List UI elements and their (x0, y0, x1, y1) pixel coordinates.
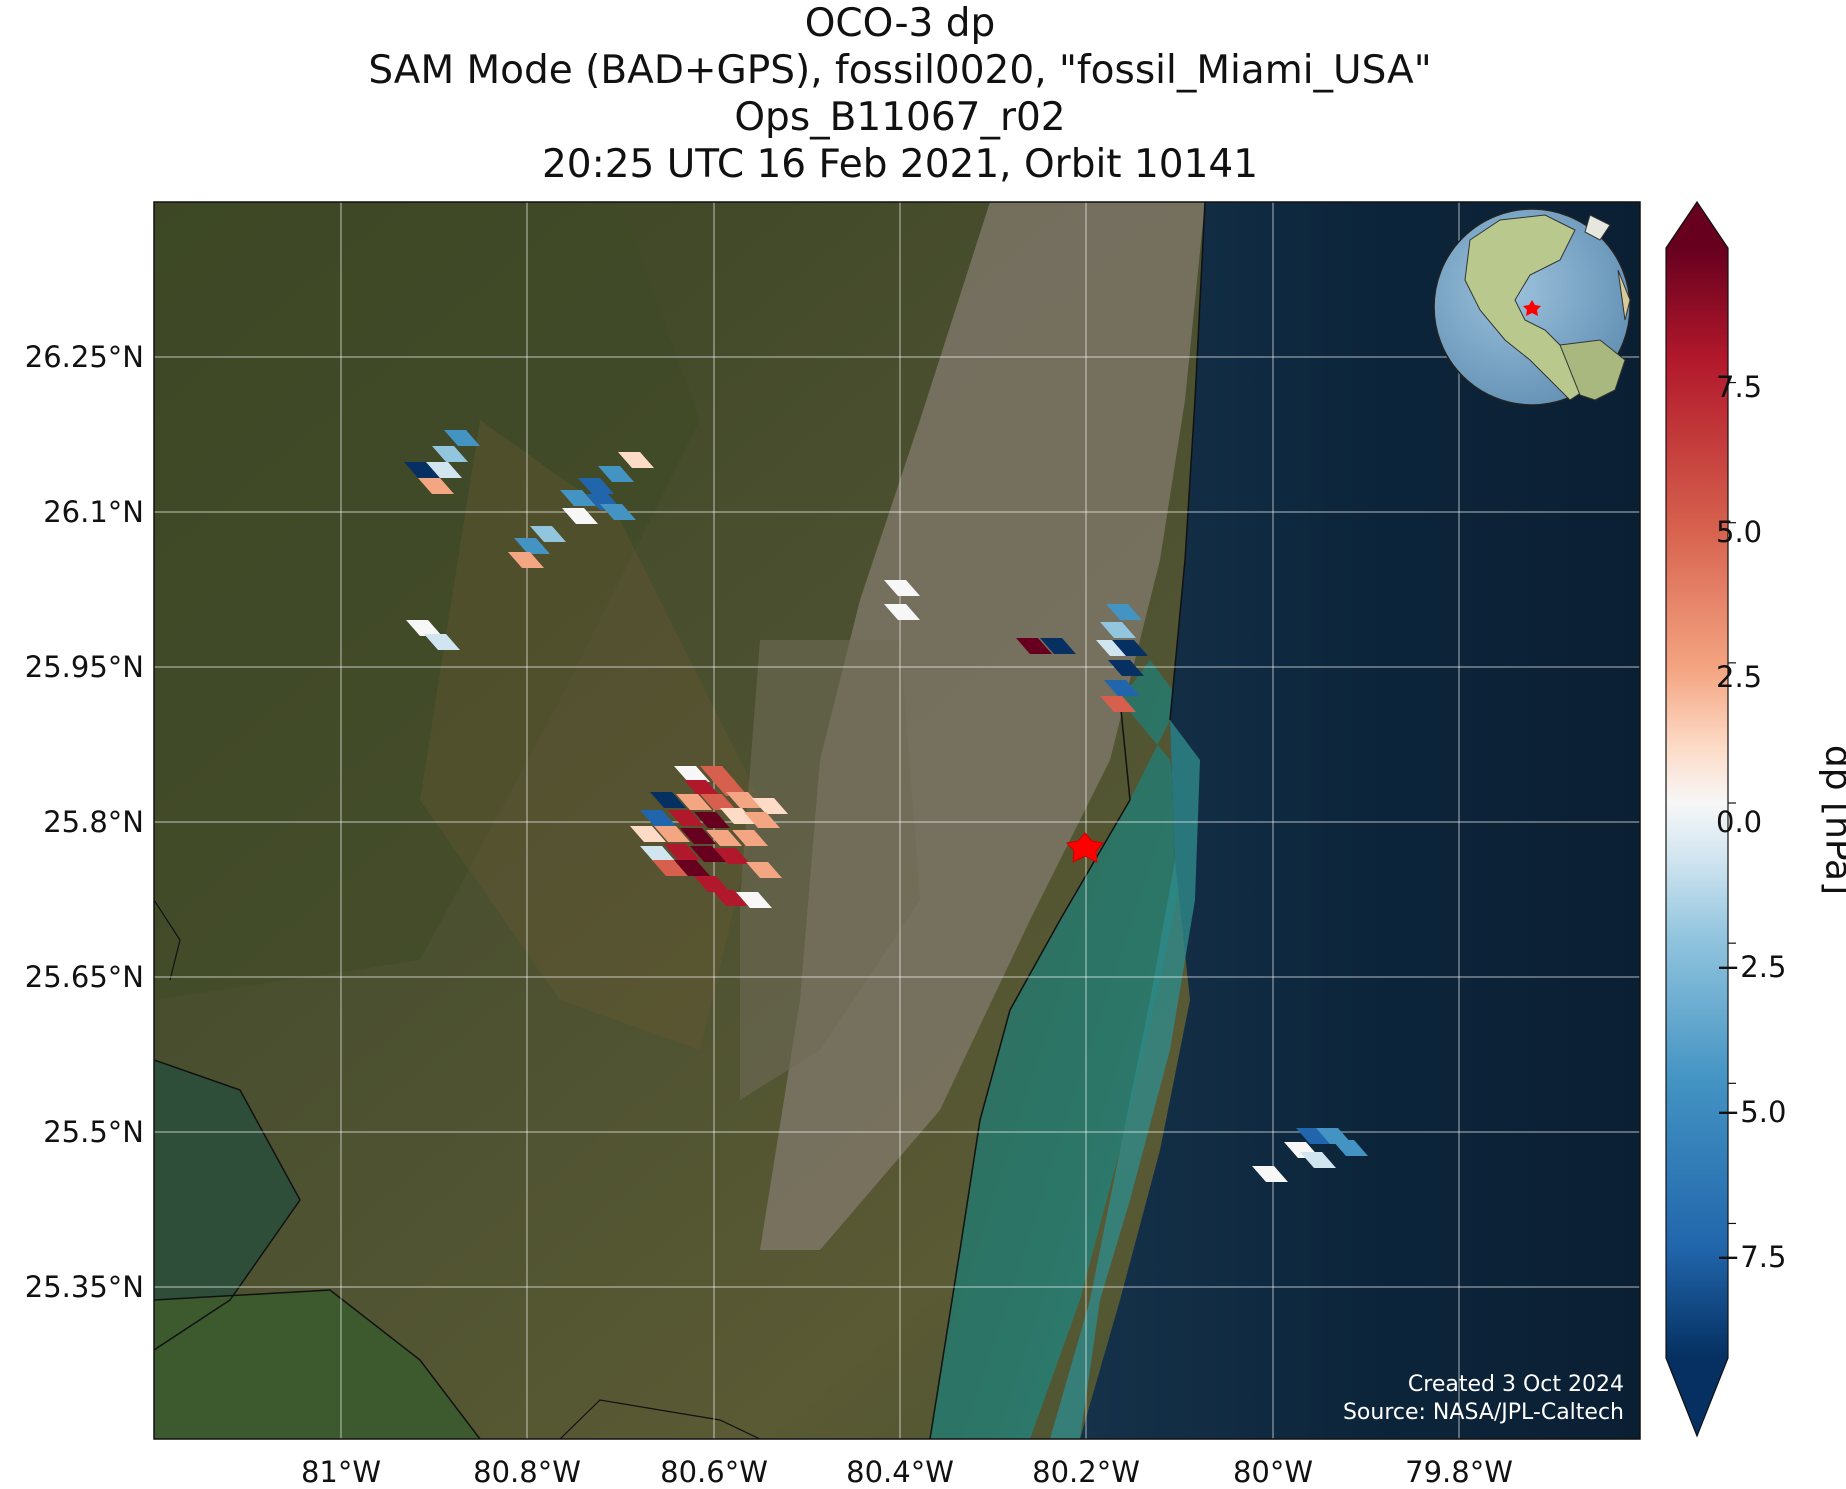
africa-edge-shape (1617, 269, 1631, 321)
sounding-footprint (600, 504, 636, 520)
sounding-footprint (1252, 1166, 1288, 1182)
sounding-footprint (726, 792, 762, 808)
source-credit: Source: NASA/JPL-Caltech (1342, 1400, 1624, 1425)
colorbar-tick-label: −5.0 (1716, 1095, 1787, 1129)
sounding-footprint (700, 794, 736, 810)
sounding-footprint (720, 808, 756, 824)
sounding-footprint (674, 766, 710, 782)
globe-marker-star-icon (1523, 300, 1541, 316)
sounding-footprint (418, 478, 454, 494)
target-star-icon (1066, 832, 1104, 863)
sounding-footprints (404, 430, 1368, 1182)
sounding-footprint (744, 812, 780, 828)
colorbar-extend-bottom (1666, 1358, 1728, 1436)
sounding-footprint (668, 810, 704, 826)
sounding-footprint (884, 580, 920, 596)
sounding-footprint (712, 890, 748, 906)
colorbar-label: dp [hPa] (1817, 744, 1846, 896)
sounding-footprint (700, 766, 736, 782)
colorbar-tick-label: 2.5 (1716, 660, 1763, 694)
lon-tick-label: 81°W (300, 1455, 382, 1489)
lon-tick-label: 79.8°W (1405, 1455, 1513, 1489)
sounding-footprint (676, 794, 712, 810)
colorbar-tick-label: 7.5 (1716, 370, 1763, 404)
sounding-footprint (736, 892, 772, 908)
south-america-shape (1559, 339, 1626, 401)
lon-tick-label: 80.4°W (846, 1455, 954, 1489)
sounding-footprint (706, 830, 742, 846)
colorbar-tick-label: 5.0 (1716, 515, 1763, 549)
colorbar-tick-label: −2.5 (1716, 950, 1787, 984)
sounding-footprint (714, 848, 750, 864)
sounding-footprint (752, 798, 788, 814)
sounding-footprint (404, 462, 440, 478)
sounding-footprint (664, 844, 700, 860)
lat-tick-label: 25.8°N (43, 805, 144, 839)
sounding-footprint (444, 430, 480, 446)
colorbar-extend-top (1666, 202, 1728, 248)
sounding-footprint (694, 876, 730, 892)
sounding-footprint (680, 828, 716, 844)
lat-tick-label: 25.35°N (24, 1270, 144, 1304)
colorbar (1665, 200, 1736, 1438)
lon-tick-label: 80.2°W (1032, 1455, 1140, 1489)
title-line-3: Ops_B11067_r02 (734, 95, 1066, 140)
sounding-footprint (514, 538, 550, 554)
sounding-footprint (640, 810, 676, 826)
sounding-footprint (508, 552, 544, 568)
lat-tick-label: 25.95°N (24, 650, 144, 684)
sounding-footprint (1104, 680, 1140, 696)
sounding-footprint (654, 826, 690, 842)
lat-tick-label: 26.1°N (43, 495, 144, 529)
sounding-footprint (650, 792, 686, 808)
basemap (154, 202, 1640, 1439)
title-line-4: 20:25 UTC 16 Feb 2021, Orbit 10141 (541, 142, 1259, 187)
sounding-footprint (1296, 1128, 1332, 1144)
sounding-footprint (426, 462, 462, 478)
lon-tick-label: 80.8°W (473, 1455, 581, 1489)
colorbar-tick-label: 0.0 (1716, 805, 1763, 839)
lon-tick-label: 80°W (1232, 1455, 1314, 1489)
colorbar-tick-label: −7.5 (1716, 1240, 1787, 1274)
created-date: Created 3 Oct 2024 (1407, 1372, 1624, 1397)
sounding-footprint (618, 452, 654, 468)
sounding-footprint (684, 780, 720, 796)
greenland-shape (1584, 214, 1611, 241)
lat-tick-label: 25.65°N (24, 960, 144, 994)
sounding-footprint (1016, 638, 1052, 654)
title-line-2: SAM Mode (BAD+GPS), fossil0020, "fossil_… (368, 48, 1432, 93)
sounding-footprint (1108, 660, 1144, 676)
sounding-footprint (1040, 638, 1076, 654)
lat-tick-label: 26.25°N (24, 340, 144, 374)
lat-tick-label: 25.5°N (43, 1115, 144, 1149)
sounding-footprint (578, 478, 614, 494)
sounding-footprint (406, 620, 442, 636)
sounding-footprint (432, 446, 468, 462)
globe-inset (1433, 208, 1631, 406)
sounding-footprint (1332, 1140, 1368, 1156)
sounding-footprint (630, 826, 666, 842)
lon-tick-label: 80.6°W (660, 1455, 768, 1489)
sounding-footprint (746, 862, 782, 878)
sounding-footprint (424, 634, 460, 650)
sounding-footprint (1112, 640, 1148, 656)
title-line-1: OCO-3 dp (804, 1, 996, 46)
sounding-footprint (530, 526, 566, 542)
sounding-footprint (598, 466, 634, 482)
sounding-footprint (1106, 604, 1142, 620)
sounding-footprint (1300, 1152, 1336, 1168)
sounding-footprint (694, 812, 730, 828)
sounding-footprint (674, 860, 710, 876)
sounding-footprint (562, 508, 598, 524)
sounding-footprint (1100, 696, 1136, 712)
sounding-footprint (732, 830, 768, 846)
sounding-footprint (560, 490, 596, 506)
sounding-footprint (652, 860, 688, 876)
sounding-footprint (1100, 622, 1136, 638)
sounding-footprint (884, 604, 920, 620)
sounding-footprint (640, 846, 676, 862)
sounding-footprint (690, 846, 726, 862)
